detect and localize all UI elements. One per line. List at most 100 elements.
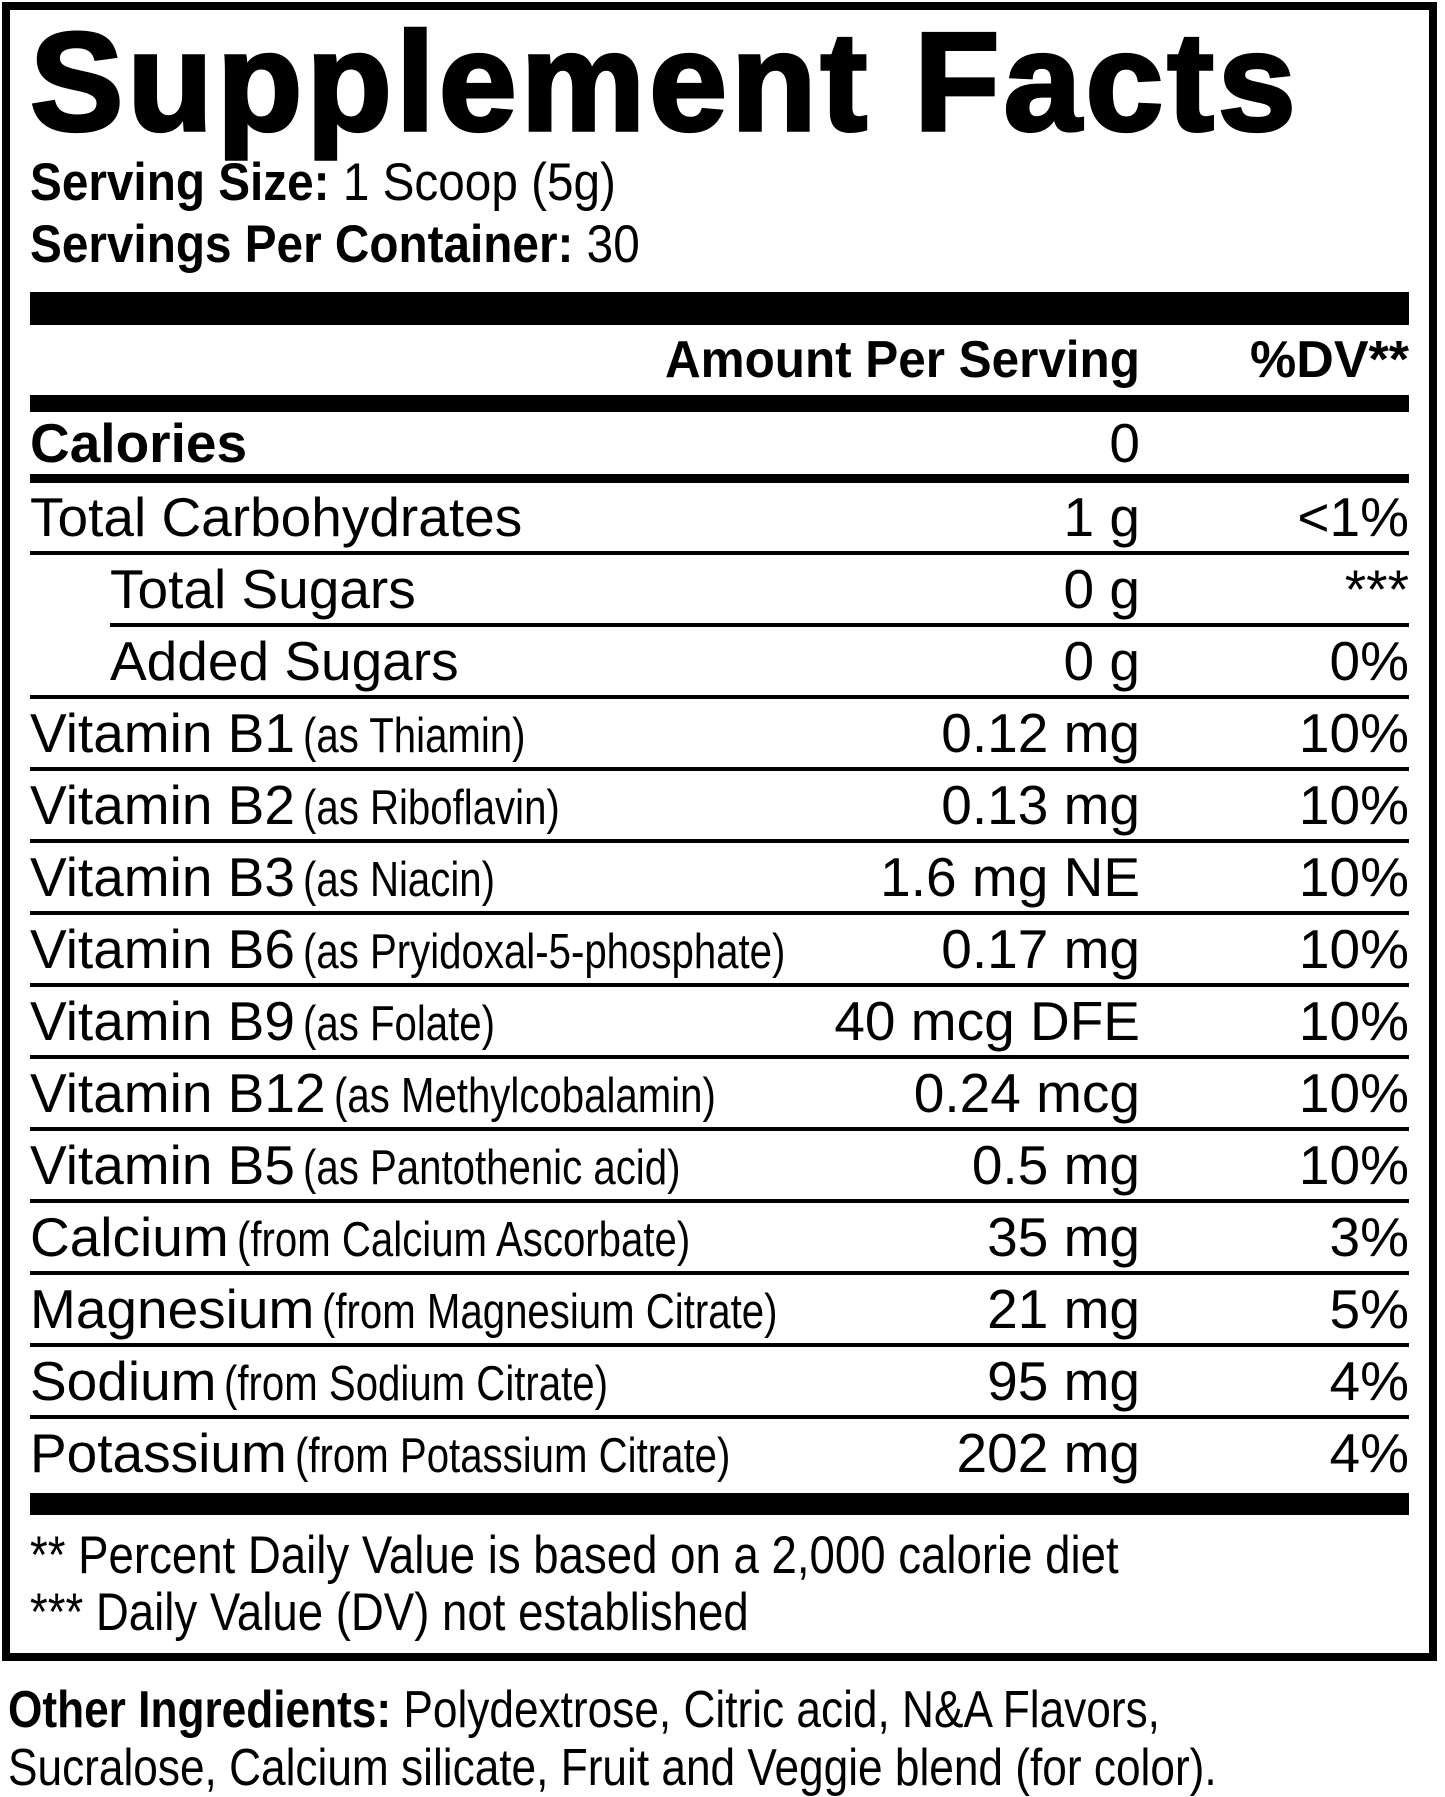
- nutrient-amount: 1.6 mg NE: [880, 846, 1140, 908]
- nutrient-qualifier: (as Folate): [302, 997, 496, 1051]
- servings-per-container-row: Servings Per Container: 30: [30, 214, 1409, 276]
- row-divider: [30, 1127, 1409, 1131]
- nutrient-name: Total Carbohydrates: [30, 486, 523, 548]
- row-divider: [30, 551, 1409, 555]
- nutrient-dv: 10%: [1298, 702, 1409, 764]
- nutrient-dv: 4%: [1329, 1422, 1410, 1484]
- nutrient-name-cell: Total Sugars: [30, 557, 1064, 621]
- row-divider: [30, 1343, 1409, 1347]
- nutrient-qualifier: (as Methylcobalamin): [333, 1069, 716, 1123]
- nutrient-name: Vitamin B5: [30, 1134, 295, 1196]
- nutrient-row: Potassium (from Potassium Citrate) 202 mg…: [30, 1419, 1409, 1487]
- nutrient-row: Magnesium (from Magnesium Citrate) 21 mg …: [30, 1275, 1409, 1343]
- nutrient-amount: 202 mg: [956, 1422, 1140, 1484]
- other-ingredients: Other Ingredients: Polydextrose, Citric …: [8, 1681, 1445, 1797]
- nutrient-row: Calcium (from Calcium Ascorbate) 35 mg 3%: [30, 1203, 1409, 1271]
- nutrient-name: Vitamin B9: [30, 990, 295, 1052]
- footnote-line-2: *** Daily Value (DV) not established: [30, 1583, 749, 1642]
- nutrient-qualifier: (as Thiamin): [302, 709, 526, 763]
- nutrient-name-cell: Vitamin B6 (as Pryidoxal-5-phosphate): [30, 917, 941, 981]
- nutrient-row: Vitamin B6 (as Pryidoxal-5-phosphate) 0.1…: [30, 915, 1409, 983]
- nutrient-dv: ***: [1344, 558, 1409, 620]
- nutrient-qualifier: (from Calcium Ascorbate): [236, 1213, 690, 1267]
- nutrient-name-cell: Magnesium (from Magnesium Citrate): [30, 1277, 987, 1341]
- nutrient-row: Vitamin B3 (as Niacin) 1.6 mg NE 10%: [30, 843, 1409, 911]
- nutrient-amount: 0.17 mg: [941, 918, 1140, 980]
- servings-per-container-value: 30: [586, 215, 640, 274]
- nutrient-name-cell: Total Carbohydrates: [30, 485, 1064, 549]
- row-divider: [30, 1199, 1409, 1203]
- nutrient-amount: 0.5 mg: [971, 1134, 1140, 1196]
- row-divider: [30, 1055, 1409, 1059]
- nutrient-rows: Total Carbohydrates 1 g <1% Total Sugars…: [30, 483, 1409, 1487]
- nutrient-name-cell: Vitamin B3 (as Niacin): [30, 845, 880, 909]
- nutrient-dv: <1%: [1297, 486, 1409, 548]
- nutrient-row: Total Sugars 0 g ***: [30, 555, 1409, 623]
- calories-label: Calories: [30, 412, 248, 474]
- serving-size-row: Serving Size: 1 Scoop (5g): [30, 152, 1409, 214]
- nutrient-amount: 1 g: [1063, 486, 1140, 548]
- nutrient-name: Magnesium: [30, 1278, 315, 1340]
- nutrient-amount: 0 g: [1063, 630, 1140, 692]
- nutrient-dv: 10%: [1298, 1134, 1409, 1196]
- calories-row: Calories 0: [30, 412, 1409, 474]
- other-ingredients-line-2: Sucralose, Calcium silicate, Fruit and V…: [8, 1739, 1445, 1797]
- nutrient-dv: 3%: [1329, 1206, 1410, 1268]
- row-divider: [110, 623, 1409, 627]
- supplement-facts-panel: Supplement Facts Serving Size: 1 Scoop (…: [2, 2, 1437, 1661]
- serving-size-line: Serving Size: 1 Scoop (5g): [30, 152, 616, 214]
- nutrient-name: Calcium: [30, 1206, 229, 1268]
- nutrient-qualifier: (as Riboflavin): [302, 781, 560, 835]
- row-divider: [30, 839, 1409, 843]
- other-ingredients-label: Other Ingredients:: [8, 1681, 392, 1739]
- nutrient-row: Sodium (from Sodium Citrate) 95 mg 4%: [30, 1347, 1409, 1415]
- nutrient-amount: 40 mcg DFE: [834, 990, 1140, 1052]
- nutrient-name: Vitamin B2: [30, 774, 295, 836]
- other-ingredients-line-1: Other Ingredients: Polydextrose, Citric …: [8, 1681, 1445, 1739]
- nutrient-qualifier: (from Magnesium Citrate): [322, 1285, 778, 1339]
- nutrient-dv: 10%: [1298, 918, 1409, 980]
- nutrient-name: Potassium: [30, 1422, 287, 1484]
- row-divider: [30, 1271, 1409, 1275]
- nutrient-amount: 0 g: [1063, 558, 1140, 620]
- nutrient-dv: 4%: [1329, 1350, 1410, 1412]
- nutrient-dv: 10%: [1298, 990, 1409, 1052]
- other-ingredients-text-1: Polydextrose, Citric acid, N&A Flavors,: [403, 1681, 1160, 1739]
- nutrient-amount: 95 mg: [987, 1350, 1140, 1412]
- nutrient-amount: 0.13 mg: [941, 774, 1140, 836]
- nutrient-row: Vitamin B12 (as Methylcobalamin) 0.24 mcg…: [30, 1059, 1409, 1127]
- row-divider: [30, 767, 1409, 771]
- nutrient-name: Vitamin B1: [30, 702, 295, 764]
- servings-per-container-line: Servings Per Container: 30: [30, 214, 640, 276]
- calories-amount: 0: [1109, 412, 1140, 474]
- row-divider: [30, 911, 1409, 915]
- serving-size-label: Serving Size:: [30, 153, 330, 212]
- nutrient-name-cell: Vitamin B5 (as Pantothenic acid): [30, 1133, 972, 1197]
- nutrient-name-cell: Vitamin B9 (as Folate): [30, 989, 834, 1053]
- nutrient-name: Total Sugars: [110, 558, 416, 620]
- nutrient-name: Vitamin B3: [30, 846, 295, 908]
- panel-title: Supplement Facts: [28, 3, 1300, 160]
- nutrient-row: Added Sugars 0 g 0%: [30, 627, 1409, 695]
- footnote-line-1: ** Percent Daily Value is based on a 2,0…: [30, 1526, 1119, 1585]
- nutrient-dv: 10%: [1298, 774, 1409, 836]
- nutrient-name-cell: Vitamin B12 (as Methylcobalamin): [30, 1061, 914, 1125]
- nutrient-name: Added Sugars: [110, 630, 459, 692]
- nutrient-name: Vitamin B6: [30, 918, 295, 980]
- nutrient-dv: 10%: [1298, 1062, 1409, 1124]
- nutrient-name-cell: Added Sugars: [30, 629, 1064, 693]
- nutrient-qualifier: (as Pryidoxal-5-phosphate): [302, 925, 786, 979]
- row-divider: [30, 1415, 1409, 1419]
- separator-under-calories: [30, 474, 1409, 483]
- nutrient-qualifier: (as Pantothenic acid): [302, 1141, 681, 1195]
- nutrient-row: Vitamin B5 (as Pantothenic acid) 0.5 mg 1…: [30, 1131, 1409, 1199]
- nutrient-row: Vitamin B2 (as Riboflavin) 0.13 mg 10%: [30, 771, 1409, 839]
- nutrient-name-cell: Calcium (from Calcium Ascorbate): [30, 1205, 987, 1269]
- nutrient-name-cell: Vitamin B1 (as Thiamin): [30, 701, 941, 765]
- nutrient-row: Vitamin B9 (as Folate) 40 mcg DFE 10%: [30, 987, 1409, 1055]
- footnotes: ** Percent Daily Value is based on a 2,0…: [30, 1515, 1409, 1641]
- column-header-row: Amount Per Serving %DV**: [30, 325, 1409, 395]
- separator-bar-under-header: [30, 395, 1409, 412]
- serving-size-value: 1 Scoop (5g): [342, 153, 616, 212]
- row-divider: [30, 695, 1409, 699]
